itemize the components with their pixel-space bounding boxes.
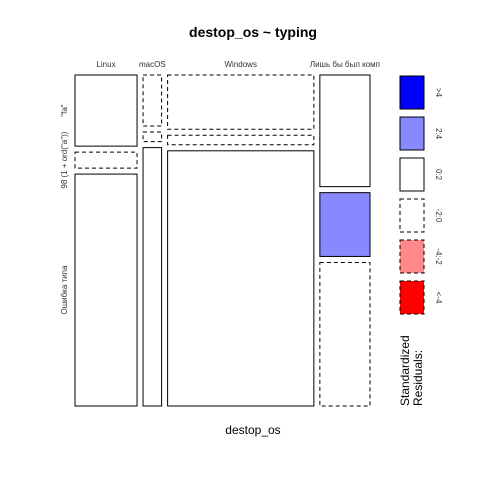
column-label: Linux [96,60,115,69]
legend-swatch [399,157,425,192]
mosaic-tile [167,150,315,407]
mosaic-tile [319,192,371,257]
row-label: "fa" [60,104,69,117]
mosaic-tile [74,173,138,407]
mosaic-tile [142,131,163,143]
mosaic-tile [319,74,371,188]
mosaic-tile [167,74,315,130]
legend-label: -2:0 [434,209,443,223]
x-axis-title: destop_os [225,423,280,437]
mosaic-tile [74,151,138,169]
legend-label: >4 [434,88,443,98]
row-label: Ошибка типа [60,265,69,315]
legend-label: <-4 [434,292,443,304]
legend-swatch [399,75,425,110]
legend-swatch [399,280,425,315]
legend-swatch [399,116,425,151]
legend-title: Standardized [398,335,412,406]
column-label: Лишь бы был комп [310,60,380,69]
legend-label: 2:4 [434,128,443,140]
legend-swatch [399,239,425,274]
column-labels: Linux macOS Windows Лишь бы был комп [96,60,380,69]
legend-label: -4:-2 [434,248,443,265]
column-label: macOS [139,60,166,69]
chart-title: destop_os ~ typing [189,24,317,40]
mosaic-tile [319,261,371,407]
legend-title: Residuals: [411,350,425,406]
mosaic-tile [74,74,138,147]
mosaic-tile [142,147,163,407]
residuals-legend: >4 2:4 0:2 -2:0 -4:-2 <-4 Standardized Residual… [398,75,443,406]
mosaic-tiles [74,74,371,407]
column-label: Windows [225,60,257,69]
row-labels: "fa" 98 (1 + ord("a")) Ошибка типа [60,104,69,314]
legend-label: 0:2 [434,169,443,181]
mosaic-tile [142,74,163,127]
legend-swatch [399,198,425,233]
mosaic-tile [167,134,315,146]
row-label: 98 (1 + ord("a")) [60,131,69,188]
